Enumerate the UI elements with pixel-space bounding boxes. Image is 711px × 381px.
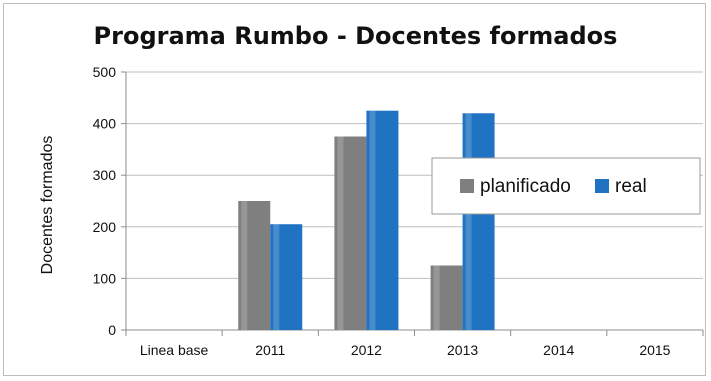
x-tick-label: 2011 (255, 342, 285, 358)
bars (238, 110, 495, 330)
y-tick-label: 500 (93, 64, 117, 80)
x-tick-labels: Linea base 2011 2012 2013 2014 2015 (140, 342, 671, 358)
bar-highlight (337, 136, 344, 330)
y-tick-label: 400 (93, 116, 117, 132)
legend-box (431, 157, 701, 215)
x-tick-label: 2013 (447, 342, 478, 358)
y-tick-label: 200 (93, 219, 117, 235)
x-tick-label: 2014 (543, 342, 574, 358)
y-tick-label: 300 (93, 167, 117, 183)
bar-highlight (369, 110, 376, 330)
y-tick-labels: 0 100 200 300 400 500 (93, 64, 117, 338)
bar-highlight (465, 113, 472, 330)
legend-label-real: real (615, 176, 647, 197)
bar-highlight (241, 201, 248, 330)
legend-label-planificado: planificado (480, 176, 571, 197)
bar-real-2012 (366, 110, 399, 330)
legend-swatch-planificado (460, 179, 474, 193)
y-tick-label: 0 (108, 322, 116, 338)
chart-title: Programa Rumbo - Docentes formados (93, 22, 618, 50)
bar-highlight (433, 265, 440, 330)
y-tick-label: 100 (93, 270, 117, 286)
bar-real-2013 (462, 113, 495, 330)
x-tick-label: 2015 (639, 342, 670, 358)
x-tick-label: 2012 (351, 342, 382, 358)
x-tick-label: Linea base (140, 342, 209, 358)
bar-planificado-2011 (238, 201, 271, 330)
bar-highlight (273, 224, 280, 330)
legend-swatch-real (595, 179, 609, 193)
bar-planificado-2013 (430, 265, 463, 330)
bar-real-2011 (270, 224, 303, 330)
bar-planificado-2012 (334, 136, 367, 330)
y-axis-label: Docentes formados (39, 136, 56, 275)
legend: planificado real (431, 157, 701, 215)
gridlines (121, 71, 704, 336)
